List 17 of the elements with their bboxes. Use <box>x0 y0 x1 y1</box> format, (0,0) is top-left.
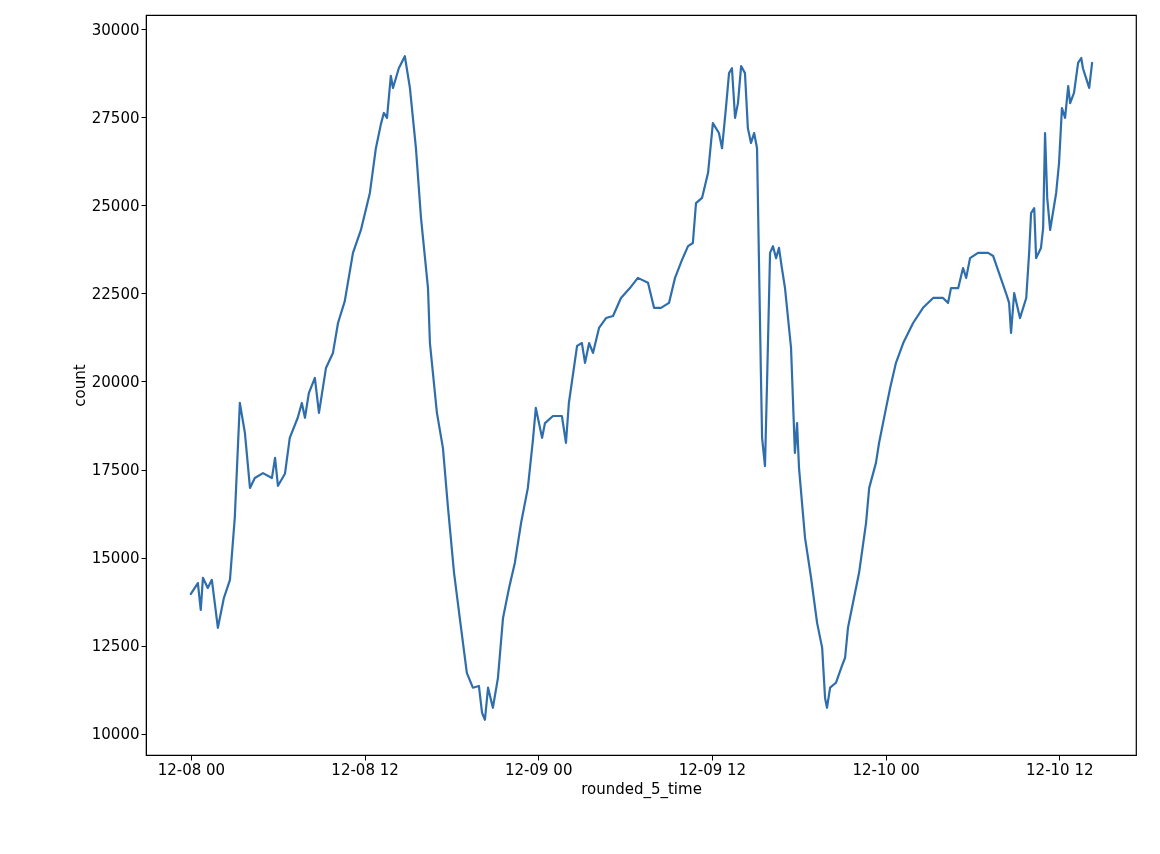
y-tick-label: 27500 <box>91 108 140 127</box>
y-tick-label: 22500 <box>91 284 140 303</box>
y-tick-label: 30000 <box>91 20 140 39</box>
y-tick-label: 12500 <box>91 637 140 656</box>
y-tick-label: 15000 <box>91 549 140 568</box>
y-tick-label: 25000 <box>91 196 140 215</box>
x-tick-label: 12-10 12 <box>1026 760 1094 779</box>
x-tick-label: 12-10 00 <box>852 760 920 779</box>
y-tick-label: 20000 <box>91 372 140 391</box>
x-axis-title: rounded_5_time <box>581 779 702 799</box>
x-tick-label: 12-09 00 <box>505 760 573 779</box>
y-axis-title: count <box>70 364 89 407</box>
x-tick-label: 12-08 12 <box>331 760 399 779</box>
x-tick-label: 12-09 12 <box>678 760 747 779</box>
y-tick-label: 17500 <box>91 461 140 480</box>
x-tick-label: 12-08 00 <box>157 760 226 779</box>
y-tick-label: 10000 <box>91 725 140 744</box>
